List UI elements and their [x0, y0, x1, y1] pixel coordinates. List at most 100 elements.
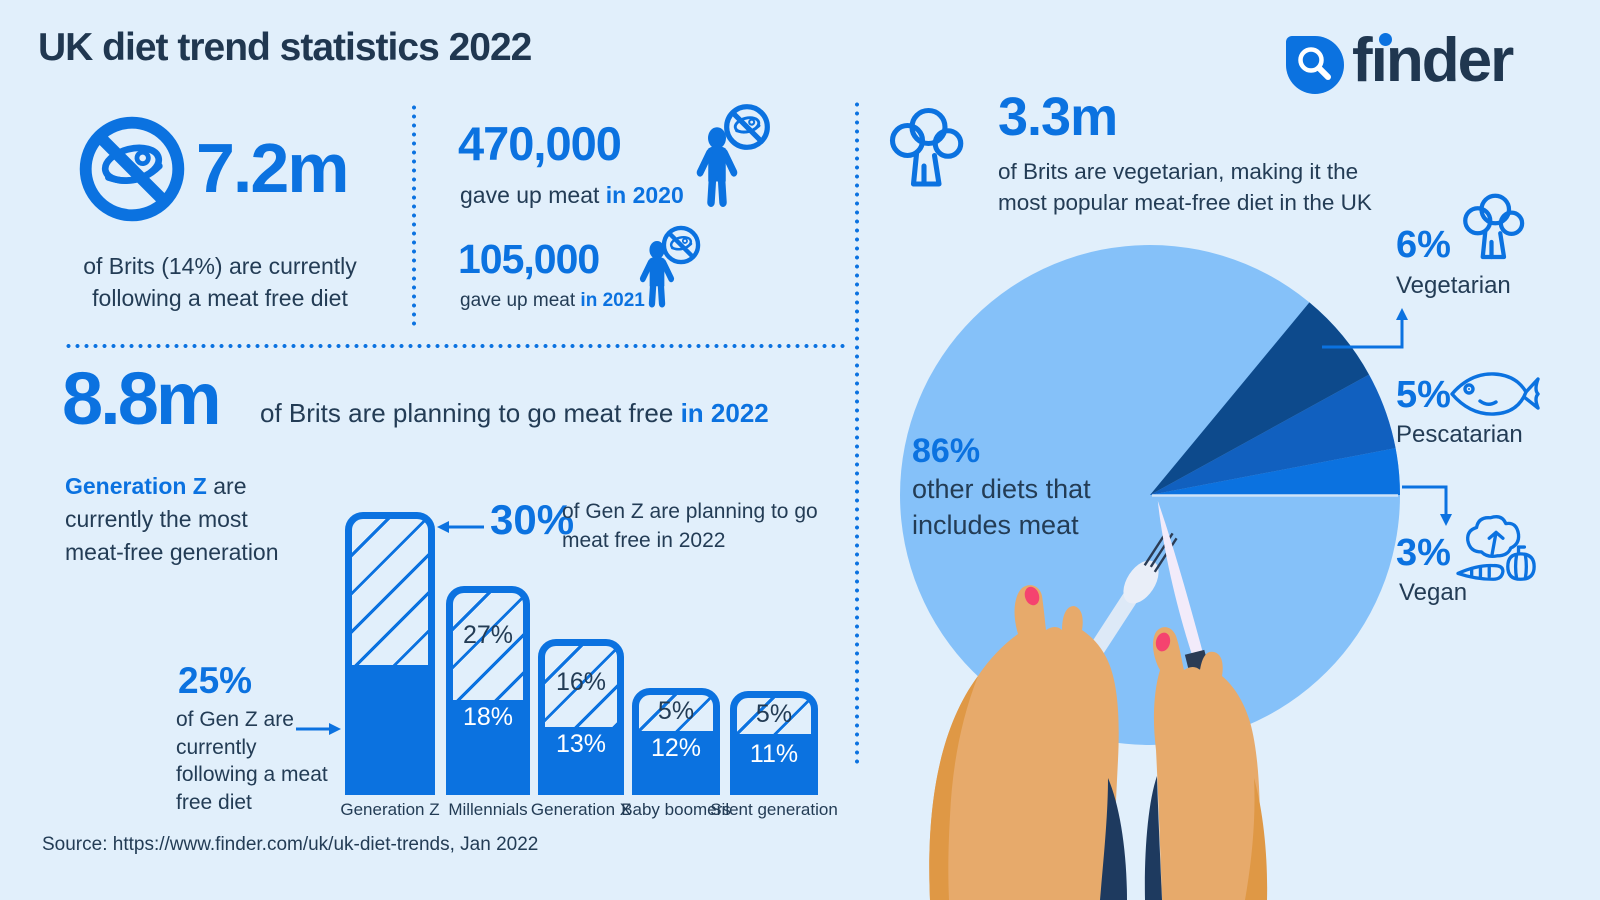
finder-logo: fınder — [1286, 30, 1514, 94]
caption-year: in 2022 — [680, 398, 769, 428]
vegan-arrow — [1402, 485, 1452, 526]
stat-105000-caption: gave up meat in 2021 — [460, 290, 645, 312]
vegetables-icon — [1456, 514, 1536, 581]
bar-solid-segment — [639, 731, 713, 788]
annotation-25pct-text: of Gen Z are currently following a meat … — [176, 706, 328, 816]
caption-line: meat free in 2022 — [562, 529, 726, 552]
genz-line3: meat-free generation — [65, 539, 279, 565]
bar-generation-z — [345, 512, 435, 795]
pie-slice-vegetarian — [1150, 302, 1369, 495]
bar-solid-label: 11% — [749, 740, 799, 768]
source-text: Source: https://www.finder.com/uk/uk-die… — [42, 834, 539, 855]
divider-vertical-right — [855, 100, 859, 765]
fish-icon — [1450, 372, 1540, 416]
bar-solid-segment — [545, 727, 617, 788]
bar-hatch-label: 27% — [462, 621, 514, 649]
pie-86pct: 86% — [912, 432, 981, 470]
broccoli-icon — [876, 106, 978, 202]
pie-chart — [900, 245, 1452, 900]
caption-text: of Brits are planning to go meat free — [260, 398, 681, 428]
logo-text-end: nder — [1385, 26, 1514, 95]
caption-text: gave up meat — [460, 182, 606, 208]
bar-baby-boomers: 5% 12% — [632, 688, 720, 795]
pie-86pct-line2: includes meat — [912, 510, 1079, 540]
pie-86pct-line1: other diets that — [912, 474, 1091, 504]
bar-solid-segment — [737, 734, 811, 788]
vegetarian-arrow — [1322, 308, 1408, 349]
stat-3-3m-caption: of Brits are vegetarian, making it the m… — [998, 156, 1372, 218]
annotation-30pct-text: of Gen Z are planning to go meat free in… — [562, 497, 818, 555]
stat-7-2m: 7.2m — [196, 129, 350, 207]
genz-rest: are — [206, 473, 247, 499]
legend-pescatarian-label: Pescatarian — [1396, 421, 1523, 448]
no-meat-badge-icon — [660, 224, 702, 266]
caption-year: in 2020 — [605, 182, 684, 208]
caption-line: following a meat free diet — [92, 285, 348, 311]
stat-8-8m: 8.8m — [62, 357, 222, 440]
pie-center-label: 86% other diets that includes meat — [912, 432, 1091, 543]
arrow-right-icon — [296, 723, 341, 735]
stat-470000-caption: gave up meat in 2020 — [460, 182, 684, 209]
bar-silent-generation: 5% 11% — [730, 691, 818, 795]
annotation-30pct: 30% — [490, 496, 575, 543]
no-meat-icon — [75, 112, 189, 226]
pie-slice-pescatarian — [1150, 374, 1396, 495]
divider-vertical-left — [412, 103, 416, 329]
bar-category-label: Generation Z — [340, 800, 440, 819]
bar-category-label: Baby boomers — [621, 800, 731, 819]
stat-3-3m: 3.3m — [998, 87, 1118, 147]
broccoli-icon — [1452, 192, 1536, 272]
bar-hatch-label: 5% — [657, 697, 695, 725]
caption-line: most popular meat-free diet in the UK — [998, 190, 1372, 215]
finder-droplet-icon — [1286, 36, 1344, 94]
annotation-25pct: 25% — [178, 660, 253, 701]
bar-category-label: Generation X — [530, 800, 632, 819]
legend-vegetarian-label: Vegetarian — [1396, 272, 1511, 299]
caption-year: in 2021 — [580, 290, 645, 311]
right-nail — [1155, 632, 1171, 652]
bar-hatch-label: 5% — [755, 700, 793, 728]
caption-line: currently — [176, 735, 257, 759]
bar-category-label: Millennials — [448, 800, 528, 819]
right-sleeve — [1144, 776, 1162, 900]
stat-8-8m-caption: of Brits are planning to go meat free in… — [260, 398, 769, 429]
legend-pescatarian-pct: 5% — [1396, 374, 1451, 416]
bar-category-label: Silent generation — [710, 800, 838, 819]
genz-highlight: Generation Z — [65, 473, 207, 499]
stat-470000: 470,000 — [458, 117, 622, 170]
bar-solid-segment — [453, 700, 523, 788]
stat-7-2m-caption: of Brits (14%) are currently following a… — [55, 250, 385, 314]
logo-i-dot — [1379, 33, 1392, 46]
bar-solid-segment — [352, 665, 428, 788]
no-meat-badge-icon — [722, 102, 772, 152]
bar-generation-x: 16% 13% — [538, 639, 624, 795]
bar-millennials: 27% 18% — [446, 586, 530, 795]
caption-line: of Gen Z are — [176, 708, 294, 731]
legend-vegan-label: Vegan — [1399, 579, 1468, 606]
caption-line: following a meat — [176, 763, 328, 786]
right-hand — [1144, 627, 1268, 900]
caption-line: of Brits (14%) are currently — [83, 253, 357, 279]
divider-horizontal — [64, 344, 846, 348]
genz-note: Generation Z are currently the most meat… — [65, 470, 279, 569]
caption-line: free diet — [176, 790, 252, 814]
genz-line2: currently the most — [65, 506, 248, 532]
page-title: UK diet trend statistics 2022 — [38, 26, 532, 69]
legend-vegan-pct: 3% — [1396, 532, 1451, 574]
bar-solid-label: 12% — [650, 734, 702, 762]
caption-text: gave up meat — [460, 290, 581, 311]
bar-solid-label: 18% — [462, 703, 514, 731]
left-hand — [929, 585, 1127, 900]
arrow-left-icon — [437, 521, 484, 533]
left-sleeve — [1100, 778, 1127, 900]
caption-line: of Brits are vegetarian, making it the — [998, 159, 1359, 184]
stat-105000: 105,000 — [458, 236, 600, 282]
bar-hatch-label: 16% — [555, 668, 607, 696]
pie-slice-vegan — [1150, 448, 1400, 495]
caption-line: of Gen Z are planning to go — [562, 500, 818, 523]
legend-vegetarian-pct: 6% — [1396, 224, 1451, 266]
bar-solid-label: 13% — [555, 730, 607, 758]
search-icon — [1298, 47, 1331, 80]
left-nail — [1024, 586, 1040, 606]
